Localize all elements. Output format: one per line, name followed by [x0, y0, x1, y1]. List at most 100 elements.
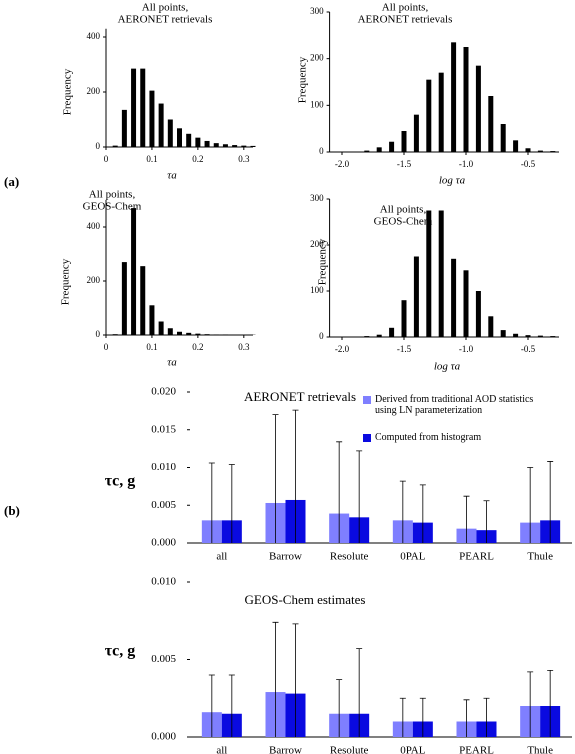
- bar: [438, 210, 444, 337]
- y-tick-label: 0.010: [151, 576, 176, 588]
- chart-title: GEOS-Chem estimates: [245, 592, 366, 607]
- bar: [112, 334, 118, 335]
- legend-label: Derived from traditional AOD statistics …: [375, 394, 534, 416]
- bar: [186, 332, 192, 335]
- bar: [451, 258, 457, 337]
- y-tick-label: 200: [87, 275, 101, 285]
- bar: [131, 68, 137, 147]
- bar: [140, 68, 146, 147]
- bar: [131, 208, 137, 335]
- x-tick-label: -2.0: [335, 159, 350, 169]
- y-tick-label: 0: [96, 329, 101, 339]
- error-bar: [336, 441, 343, 543]
- bar: [177, 128, 182, 147]
- x-tick-label: Thule: [527, 551, 553, 563]
- bar: [500, 124, 506, 152]
- chart-title: GEOS-Chem: [374, 216, 433, 228]
- bar: [121, 262, 127, 335]
- x-tick-label: Resolute: [330, 551, 369, 563]
- y-axis-label: Frequency: [317, 238, 329, 285]
- x-tick-label: -2.0: [335, 344, 350, 354]
- x-tick-label: Resolute: [330, 745, 369, 754]
- bar: [158, 321, 164, 335]
- bar: [149, 305, 155, 335]
- bar: [376, 334, 382, 337]
- bar: [413, 256, 419, 337]
- y-tick-label: 200: [310, 53, 324, 63]
- x-tick-label: 0PAL: [400, 745, 426, 754]
- x-tick-label: 0.1: [146, 342, 157, 352]
- chart-title: GEOS-Chem: [83, 201, 142, 213]
- x-tick-label: all: [216, 745, 227, 754]
- legend-swatch: [363, 396, 371, 404]
- error-bar: [356, 450, 363, 543]
- y-tick-label: 100: [310, 285, 324, 295]
- bar: [364, 336, 370, 337]
- error-bar: [527, 671, 534, 737]
- bar: [426, 210, 432, 337]
- bar: [463, 47, 469, 152]
- bar: [525, 148, 531, 152]
- y-tick-label: 0.005: [151, 499, 176, 511]
- error-bar: [292, 409, 299, 543]
- y-tick-label: 400: [87, 31, 101, 41]
- bar: [438, 72, 444, 152]
- error-bar: [228, 674, 235, 737]
- bar: [389, 141, 395, 152]
- bar: [213, 143, 219, 147]
- y-tick-label: 300: [310, 6, 324, 16]
- bar: [500, 330, 506, 337]
- bar: [364, 150, 370, 152]
- bar: [149, 90, 155, 147]
- y-tick-label: 300: [310, 193, 324, 203]
- y-tick-label: 200: [310, 239, 324, 249]
- error-bar: [547, 669, 554, 737]
- x-axis-label: τa: [167, 170, 177, 182]
- x-tick-label: 0.2: [192, 154, 203, 164]
- bar: [376, 147, 382, 152]
- x-tick-label: -0.5: [521, 159, 536, 169]
- x-tick-label: -1.0: [459, 159, 474, 169]
- y-axis-label: Frequency: [60, 258, 72, 305]
- y-tick-label: 0: [319, 331, 324, 341]
- error-bar: [463, 495, 470, 543]
- x-tick-label: 0PAL: [400, 551, 426, 563]
- x-tick-label: Thule: [527, 745, 553, 754]
- error-bar: [356, 648, 363, 737]
- error-bar: [399, 480, 406, 543]
- bar: [195, 333, 201, 335]
- error-bar: [483, 500, 490, 543]
- x-tick-label: -0.5: [521, 344, 536, 354]
- bar: [451, 42, 457, 153]
- y-axis-label: Frequency: [62, 68, 74, 115]
- x-tick-label: PEARL: [459, 745, 494, 754]
- bar: [241, 145, 247, 147]
- bar: [167, 119, 173, 147]
- bar: [204, 334, 210, 335]
- y-tick-label: 0.005: [151, 653, 176, 665]
- bar: [413, 114, 419, 152]
- panel-label: (a): [4, 174, 19, 189]
- x-tick-label: Barrow: [269, 551, 302, 563]
- error-bar: [527, 467, 534, 543]
- x-axis-label: log τa: [434, 361, 461, 373]
- error-bar: [292, 623, 299, 737]
- y-tick-label: 400: [87, 221, 101, 231]
- bar: [232, 145, 238, 147]
- x-tick-label: 0.1: [146, 154, 157, 164]
- y-axis-label: Frequency: [297, 56, 309, 103]
- bar: [513, 333, 519, 337]
- error-bar: [399, 697, 406, 737]
- bar: [121, 109, 127, 147]
- legend-swatch: [363, 434, 371, 442]
- chart-title: All points,: [89, 189, 136, 201]
- panel-label: (b): [4, 503, 20, 518]
- y-tick-label: 0.015: [151, 423, 176, 435]
- error-bar: [208, 674, 215, 737]
- bar: [525, 335, 531, 337]
- error-bar: [228, 464, 235, 543]
- x-tick-label: 0.3: [238, 342, 250, 352]
- error-bar: [272, 414, 279, 543]
- bar: [475, 65, 481, 152]
